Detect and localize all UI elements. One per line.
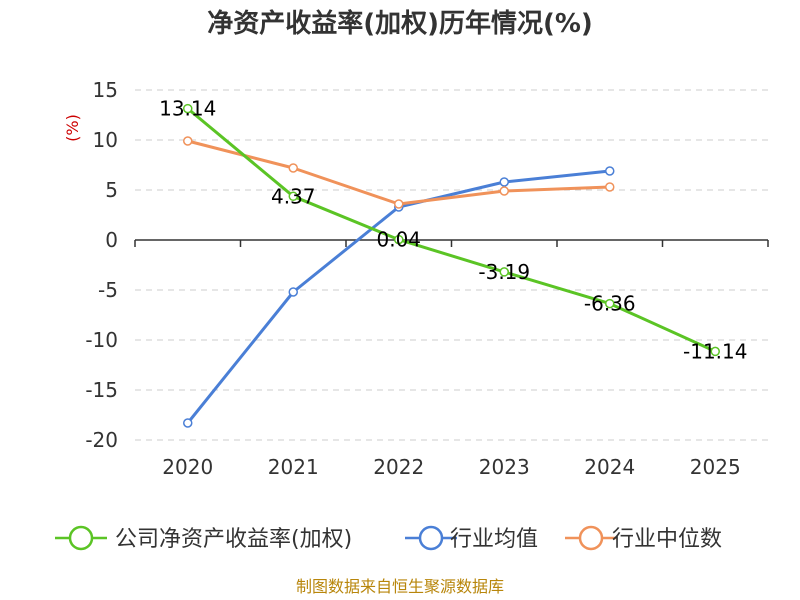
series-line-2 [187, 139, 610, 206]
y-tick-label: 10 [93, 128, 118, 152]
series-point-0 [499, 267, 509, 277]
legend-marker-0 [68, 525, 94, 551]
series-point-0 [710, 346, 720, 357]
data-label: -6.36 [584, 292, 636, 316]
legend-label-0: 公司净资产收益率(加权) [115, 527, 352, 552]
axis-layer: 15 10 5 0 -5 -10 -15 -20 2020 2021 2022 2023 2024 202… [85, 78, 769, 479]
y-tick-label: -20 [85, 428, 118, 452]
y-tick-label: 5 [105, 178, 118, 202]
legend-label-2: 行业中位数 [612, 527, 722, 552]
x-tick-label-2023: 2023 [479, 455, 530, 479]
series-point-2 [394, 199, 404, 209]
series-point-2 [288, 163, 298, 173]
y-axis-unit: (%) [63, 114, 82, 142]
series-layer [183, 103, 720, 428]
series-point-2 [605, 182, 615, 192]
series-line-0 [186, 107, 716, 353]
series-point-1 [605, 166, 615, 176]
data-label: -11.14 [683, 339, 747, 363]
series-point-0 [605, 298, 615, 309]
x-tick-label-2024: 2024 [584, 455, 635, 479]
series-point-0 [183, 103, 193, 114]
x-tick-label-2025: 2025 [690, 455, 741, 479]
data-label: -3.19 [478, 260, 530, 284]
legend: 公司净资产收益率(加权) 行业均值 行业中位数 [55, 525, 722, 552]
series-point-0 [288, 191, 298, 202]
y-tick-label: 15 [93, 78, 118, 102]
series-point-2 [183, 136, 193, 146]
series-point-1 [183, 418, 193, 428]
y-tick-label: 0 [105, 228, 118, 252]
data-label: 13.14 [159, 97, 216, 121]
y-tick-label: -10 [85, 328, 118, 352]
source-note: 制图数据来自恒生聚源数据库 [296, 577, 504, 596]
x-tick-label-2021: 2021 [268, 455, 319, 479]
y-tick-label: -5 [98, 278, 118, 302]
data-label: 0.04 [376, 228, 421, 252]
series-point-0 [394, 234, 404, 245]
chart-title: 净资产收益率(加权)历年情况(%) [207, 8, 593, 39]
data-label-layer: 13.14 4.37 0.04 -3.19 -6.36 -11.14 [159, 97, 747, 364]
x-tick-label-2022: 2022 [373, 455, 424, 479]
x-tick-label-2020: 2020 [162, 455, 213, 479]
y-tick-label: -15 [85, 378, 118, 402]
legend-marker-1 [418, 525, 444, 551]
series-point-2 [499, 186, 509, 196]
series-point-1 [499, 177, 509, 187]
legend-label-1: 行业均值 [450, 527, 538, 552]
legend-marker-2 [578, 525, 604, 551]
data-label: 4.37 [271, 184, 316, 208]
series-point-1 [288, 287, 298, 297]
